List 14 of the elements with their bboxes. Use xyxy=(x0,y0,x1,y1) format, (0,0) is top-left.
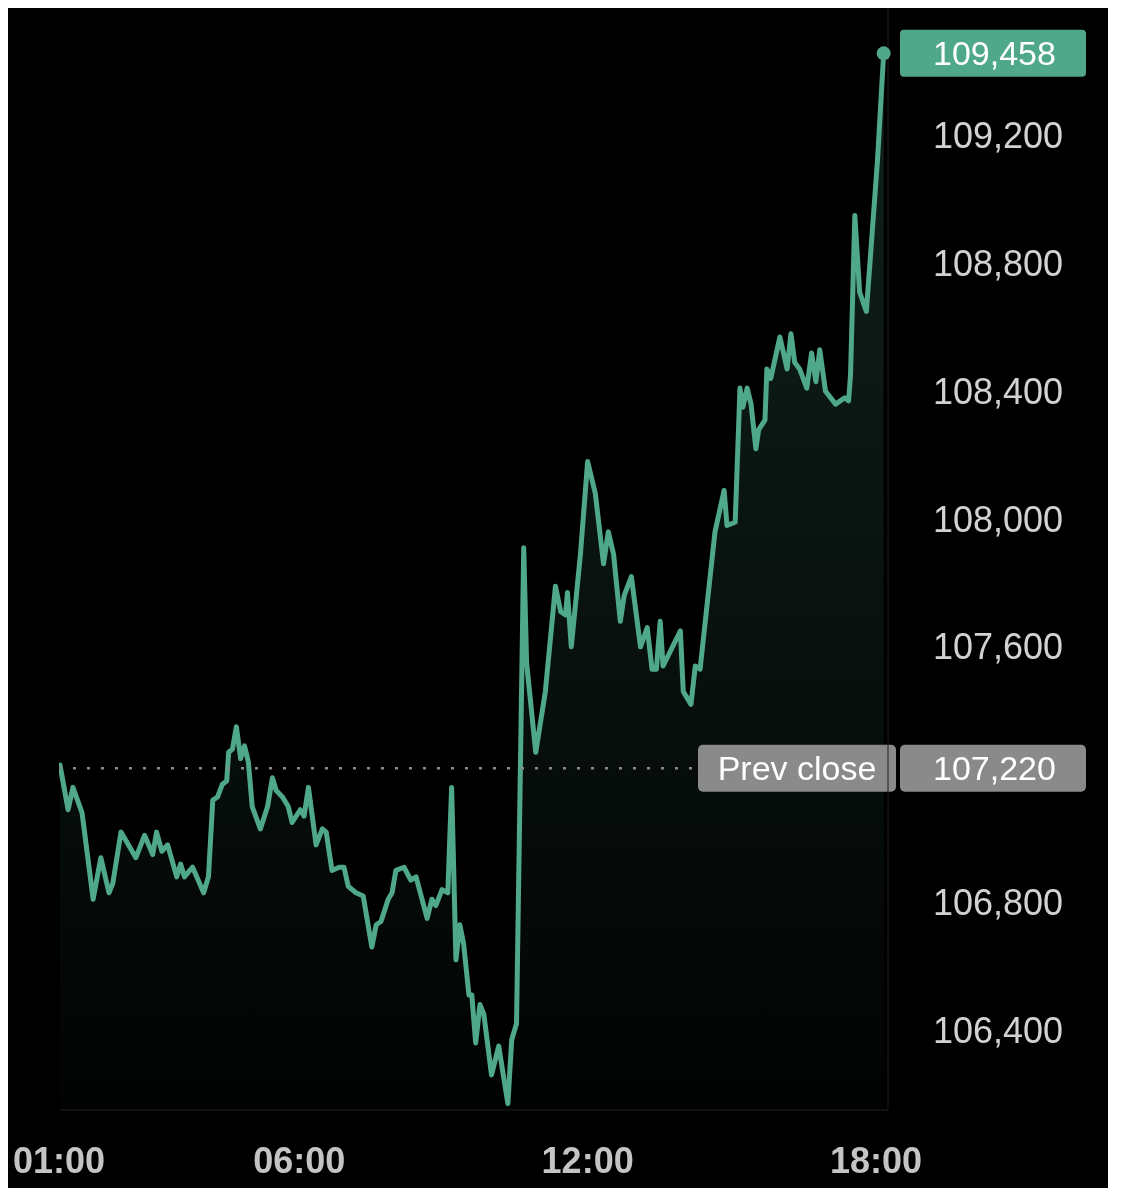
y-tick-label: 107,600 xyxy=(933,626,1064,668)
y-tick-label: 106,800 xyxy=(933,881,1064,923)
x-tick-label: 18:00 xyxy=(829,1139,923,1181)
ref-line-label: Prev close xyxy=(717,749,877,788)
y-tick-label: 108,800 xyxy=(933,243,1064,285)
x-tick-label: 06:00 xyxy=(253,1139,346,1181)
x-tick-label: 01:00 xyxy=(12,1139,106,1181)
y-tick-label: 106,400 xyxy=(933,1009,1064,1051)
y-tick-label: 108,000 xyxy=(933,498,1064,540)
x-tick-label: 12:00 xyxy=(541,1139,634,1181)
y-tick-label: 107,220 xyxy=(933,749,1056,788)
annotation: 109,458 xyxy=(933,34,1056,73)
y-tick-label: 108,400 xyxy=(933,370,1064,412)
y-tick-label: 109,200 xyxy=(933,115,1064,157)
